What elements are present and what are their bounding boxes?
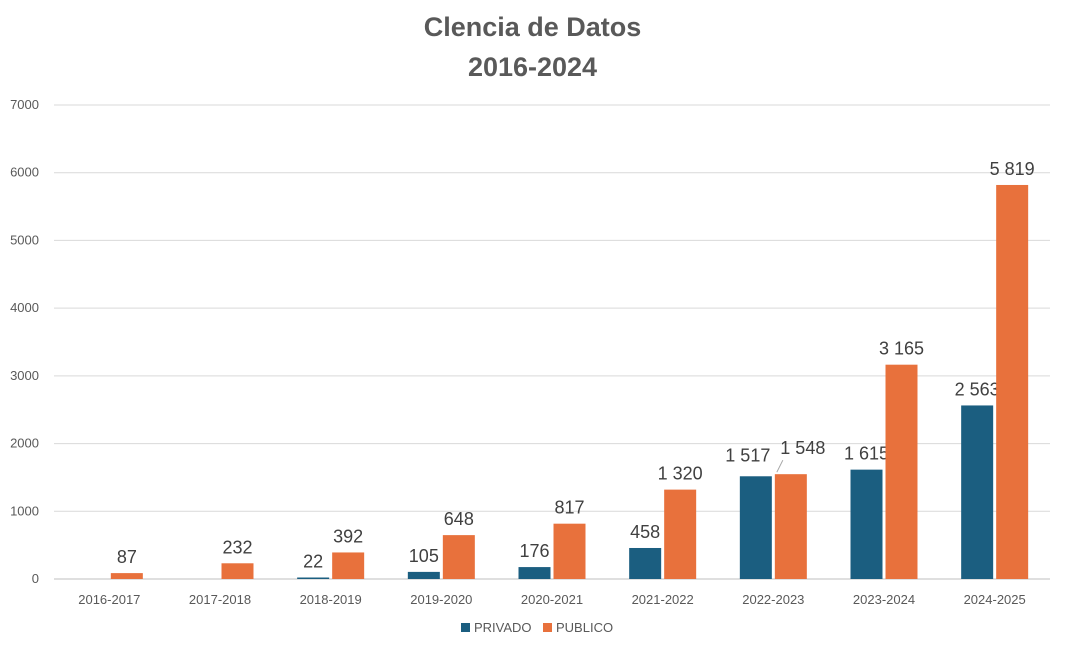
legend-label-publico: PUBLICO xyxy=(556,620,613,635)
bar-privado xyxy=(850,469,883,579)
bar-privado xyxy=(407,571,440,579)
legend-swatch-publico xyxy=(543,623,552,632)
bar-privado xyxy=(961,405,994,579)
data-label: 176 xyxy=(519,541,549,561)
x-tick-label: 2017-2018 xyxy=(189,592,251,607)
data-label: 1 615 xyxy=(844,444,889,464)
x-tick-label: 2018-2019 xyxy=(300,592,362,607)
x-tick-label: 2020-2021 xyxy=(521,592,583,607)
bar-publico xyxy=(996,184,1029,579)
bar-privado xyxy=(297,577,330,579)
data-label: 2 563 xyxy=(955,379,1000,399)
legend-label-privado: PRIVADO xyxy=(474,620,532,635)
bar-publico xyxy=(774,474,807,579)
y-tick-label: 1000 xyxy=(10,503,39,518)
data-label: 5 819 xyxy=(990,159,1035,179)
bar-publico xyxy=(110,573,143,579)
x-tick-label: 2024-2025 xyxy=(964,592,1026,607)
data-label: 22 xyxy=(303,552,323,572)
data-label: 1 517 xyxy=(725,445,770,465)
x-tick-label: 2021-2022 xyxy=(632,592,694,607)
y-tick-label: 3000 xyxy=(10,368,39,383)
data-label: 817 xyxy=(554,498,584,518)
data-label: 458 xyxy=(630,522,660,542)
bar-publico xyxy=(553,523,586,579)
bar-privado xyxy=(629,547,662,579)
data-label: 1 320 xyxy=(658,464,703,484)
y-tick-label: 0 xyxy=(32,571,39,586)
x-tick-label: 2016-2017 xyxy=(78,592,140,607)
data-label: 1 548 xyxy=(780,438,825,458)
y-tick-label: 2000 xyxy=(10,436,39,451)
data-label: 232 xyxy=(222,537,252,557)
y-tick-label: 6000 xyxy=(10,165,39,180)
bar-privado xyxy=(518,567,551,579)
y-tick-label: 7000 xyxy=(10,97,39,112)
data-label: 87 xyxy=(117,547,137,567)
y-tick-label: 5000 xyxy=(10,232,39,247)
x-tick-label: 2019-2020 xyxy=(410,592,472,607)
bar-publico xyxy=(885,364,918,579)
bar-privado xyxy=(739,476,772,579)
data-label-leader xyxy=(776,459,784,473)
bar-publico xyxy=(664,489,697,579)
chart-subtitle: 2016-2024 xyxy=(467,52,598,82)
bar-publico xyxy=(221,563,254,579)
data-label: 392 xyxy=(333,526,363,546)
bar-publico xyxy=(332,552,365,579)
legend-swatch-privado xyxy=(461,623,470,632)
bar-publico xyxy=(442,535,475,579)
x-tick-label: 2023-2024 xyxy=(853,592,915,607)
y-tick-label: 4000 xyxy=(10,300,39,315)
chart-title: Clencia de Datos xyxy=(423,12,642,42)
x-tick-label: 2022-2023 xyxy=(742,592,804,607)
data-label: 3 165 xyxy=(879,339,924,359)
data-label: 105 xyxy=(409,546,439,566)
data-label: 648 xyxy=(444,509,474,529)
